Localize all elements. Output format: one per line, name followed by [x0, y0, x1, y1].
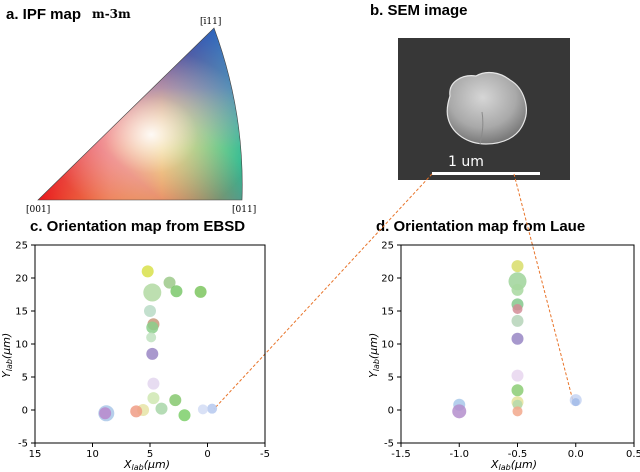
- sem-scale-bar: [432, 172, 540, 175]
- ebsd-ytick-label: 0: [22, 406, 28, 417]
- ebsd-grain-point: [144, 305, 156, 317]
- laue-ytick-label: 20: [381, 274, 394, 285]
- ebsd-ytick-label: 20: [15, 274, 28, 285]
- panel-d-title: d. Orientation map from Laue: [376, 218, 586, 235]
- svg-text:Ylab(μm): Ylab(μm): [367, 333, 381, 378]
- ebsd-scatter-plot: 15 10 5 0 -5 -5 0 5 10 15 20 25: [15, 241, 270, 461]
- ebsd-grain-point: [146, 347, 159, 360]
- ebsd-xtick-label: 5: [147, 449, 153, 460]
- ebsd-ytick-label: 10: [15, 340, 28, 351]
- ebsd-grain-point: [146, 332, 157, 343]
- ebsd-ylabel: Ylab(μm): [0, 333, 14, 378]
- ipf-corner-111: [ī11]: [200, 17, 221, 27]
- laue-scatter-plot: -1.5 -1.0 -0.5 0.0 0.5 -5 0 5 10 15 20 25: [381, 241, 640, 461]
- panel-a-title: a. IPF map: [6, 6, 82, 23]
- ebsd-xtick-label: 15: [29, 449, 42, 460]
- ebsd-grain-point: [130, 405, 143, 418]
- ipf-symmetry-label: m-3m: [92, 7, 131, 21]
- ebsd-grain-point: [155, 402, 168, 415]
- ipf-corner-011: [011]: [232, 205, 256, 215]
- laue-ytick-label: 15: [381, 307, 394, 318]
- svg-text:Xlab(μm): Xlab(μm): [490, 458, 537, 472]
- connector-to-laue: [513, 173, 574, 402]
- ebsd-ytick-label: 15: [15, 307, 28, 318]
- laue-xlabel: Xlab(μm): [490, 458, 537, 472]
- svg-text:Xlab(μm): Xlab(μm): [123, 458, 170, 472]
- ebsd-grain-point: [146, 321, 159, 334]
- ipf-map: m-3m [001] [011] [ī11]: [26, 7, 256, 215]
- ebsd-grain-point: [143, 283, 162, 302]
- ebsd-xtick-label: 0: [204, 449, 210, 460]
- sem-image: 1 um: [398, 38, 570, 180]
- ebsd-grain-point: [170, 285, 183, 298]
- ebsd-grain-point: [169, 394, 182, 407]
- ebsd-grain-point: [141, 265, 154, 278]
- connector-to-ebsd: [213, 173, 433, 410]
- laue-ytick-label: 0: [388, 406, 394, 417]
- ebsd-grain-point: [197, 404, 208, 415]
- laue-xtick-label: -1.0: [449, 449, 469, 460]
- ebsd-ytick-label: -5: [18, 439, 28, 450]
- laue-grain-point: [512, 406, 523, 417]
- laue-grain-point: [511, 332, 524, 345]
- laue-grain-point: [511, 283, 524, 296]
- ebsd-grain-point: [163, 276, 176, 289]
- laue-grain-point: [511, 384, 524, 397]
- laue-ytick-label: 25: [381, 241, 394, 252]
- ipf-corner-001: [001]: [26, 205, 50, 215]
- laue-xtick-label: 0.5: [626, 449, 640, 460]
- ebsd-grain-point: [99, 407, 112, 420]
- laue-xtick-label: 0.0: [568, 449, 584, 460]
- svg-text:Ylab(μm): Ylab(μm): [0, 333, 14, 378]
- laue-grain-point: [511, 314, 524, 327]
- ebsd-grain-point: [147, 377, 160, 390]
- ebsd-grain-point: [194, 285, 207, 298]
- laue-ylabel: Ylab(μm): [367, 333, 381, 378]
- laue-ytick-label: -5: [384, 439, 394, 450]
- laue-grain-point: [508, 272, 527, 291]
- sem-scale-label: 1 um: [448, 154, 484, 170]
- ebsd-ytick-label: 5: [22, 373, 28, 384]
- panel-c-title: c. Orientation map from EBSD: [30, 218, 246, 235]
- laue-grain-point: [571, 398, 580, 407]
- ebsd-grain-point: [178, 409, 191, 422]
- laue-ytick-label: 5: [388, 373, 394, 384]
- laue-grain-point: [511, 369, 524, 382]
- panel-b-title: b. SEM image: [370, 2, 468, 19]
- laue-grain-point: [452, 404, 467, 419]
- ebsd-ytick-label: 25: [15, 241, 28, 252]
- laue-grain-point: [511, 260, 524, 273]
- laue-grain-point: [512, 304, 523, 315]
- ebsd-xlabel: Xlab(μm): [123, 458, 170, 472]
- ebsd-grain-point: [207, 403, 218, 414]
- ebsd-xtick-label: 10: [86, 449, 99, 460]
- ebsd-xtick-label: -5: [260, 449, 270, 460]
- laue-ytick-label: 10: [381, 340, 394, 351]
- ebsd-grain-point: [147, 392, 160, 405]
- laue-xtick-label: -0.5: [508, 449, 528, 460]
- laue-xtick-label: -1.5: [391, 449, 411, 460]
